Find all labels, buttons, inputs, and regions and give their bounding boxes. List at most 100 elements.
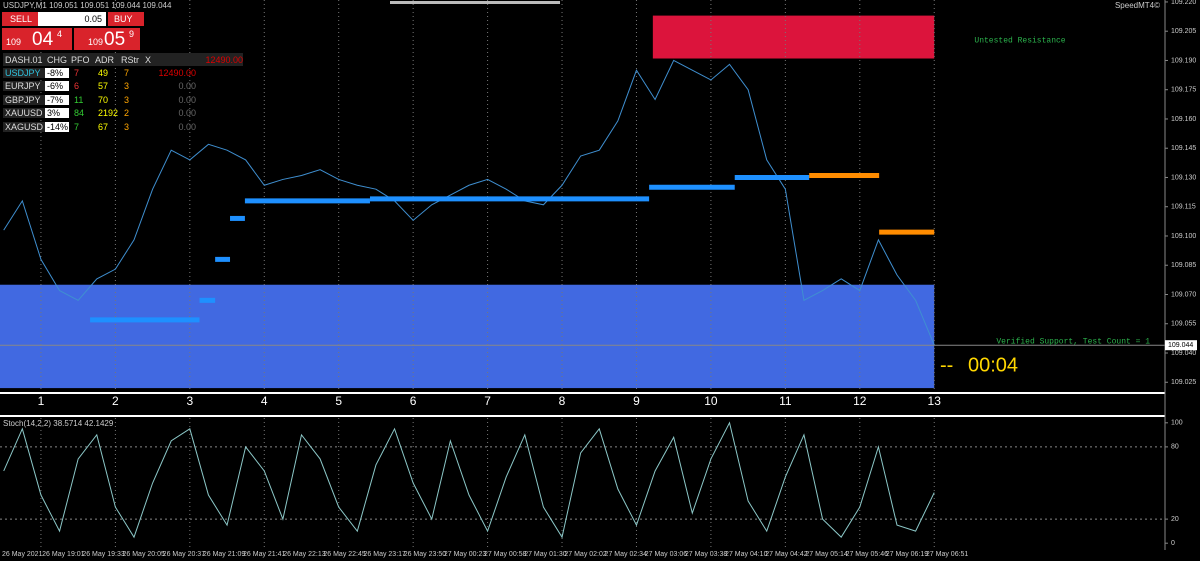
sell-button[interactable]: SELL <box>2 12 43 26</box>
dashboard-row: XAGUSD -14% 7 67 3 0.00 <box>3 120 243 134</box>
x-tick-label: 3 <box>186 394 193 408</box>
x-tick-label: 6 <box>410 394 417 408</box>
change: -8% <box>45 67 69 78</box>
stoch-line <box>3 421 935 539</box>
adr: 57 <box>98 81 109 92</box>
time-label: 27 May 03:38 <box>685 551 728 558</box>
zone <box>0 284 935 389</box>
adr: 67 <box>98 121 109 132</box>
y-tick-label: 109.100 <box>1171 233 1196 240</box>
column-header: X <box>145 54 152 65</box>
rstr: 3 <box>124 121 130 132</box>
time-label: 27 May 06:19 <box>886 551 929 558</box>
y-tick-label: 109.205 <box>1171 28 1196 35</box>
stoch-title: Stoch(14,2,2) 38.5714 42.1429 <box>3 419 114 428</box>
change: 3% <box>45 108 69 119</box>
current-price-label: 109.044 <box>1168 342 1193 349</box>
price-main: 04 <box>32 29 54 50</box>
x-tick-label: 4 <box>261 394 268 408</box>
x-tick-label: 11 <box>779 394 792 408</box>
y-tick-label: 100 <box>1171 420 1183 427</box>
y-tick-label: 109.070 <box>1171 291 1196 298</box>
rstr: 3 <box>124 94 130 105</box>
adr: 49 <box>98 67 109 78</box>
sell-price[interactable]: 109 04 4 <box>2 28 72 50</box>
symbol: XAUUSD <box>3 108 45 119</box>
time-label: 27 May 00:58 <box>484 551 527 558</box>
pfo: 7 <box>74 67 80 78</box>
buy-price[interactable]: 109 05 9 <box>74 28 140 50</box>
x-tick-label: 12 <box>853 394 867 408</box>
price-big: 109 <box>88 37 104 47</box>
y-tick-label: 109.220 <box>1171 0 1196 6</box>
dashboard: DASH.01 CHG PFO ADR RStr X 12490.00 USDJPY -8% 7 4… <box>3 53 243 134</box>
time-label: 27 May 02:34 <box>605 551 648 558</box>
zone-label: Untested Resistance <box>974 37 1065 46</box>
x-tick-label: 5 <box>335 394 342 408</box>
zone <box>652 15 935 59</box>
rstr: 2 <box>124 108 130 119</box>
price-big: 109 <box>6 37 22 47</box>
brand: SpeedMT4© <box>1115 1 1160 10</box>
profit: 0.00 <box>178 121 196 132</box>
current-price-box <box>1165 340 1197 351</box>
dashboard-row: EURJPY -6% 6 57 3 0.00 <box>3 80 243 94</box>
pfo: 11 <box>74 94 84 105</box>
y-tick-label: 109.190 <box>1171 57 1196 64</box>
time-label: 27 May 00:23 <box>444 551 487 558</box>
change: -14% <box>45 121 69 132</box>
total: 12490.00 <box>205 54 243 65</box>
timer-dash: -- <box>940 354 953 376</box>
time-label: 26 May 19:33 <box>82 551 125 558</box>
y-tick-label: 0 <box>1171 540 1175 547</box>
time-label: 26 May 20:37 <box>163 551 206 558</box>
time-label: 26 May 22:13 <box>283 551 326 558</box>
x-tick-label: 2 <box>112 394 119 408</box>
time-label: 27 May 02:02 <box>564 551 607 558</box>
rstr: 7 <box>124 67 130 78</box>
scrollbar[interactable] <box>390 1 560 4</box>
x-tick-label: 8 <box>559 394 566 408</box>
y-tick-label: 109.055 <box>1171 321 1196 328</box>
change: -6% <box>45 81 69 92</box>
column-header: CHG <box>47 54 67 65</box>
time-label: 27 May 04:10 <box>725 551 768 558</box>
y-tick-label: 109.025 <box>1171 379 1196 386</box>
time-label: 26 May 23:17 <box>364 551 407 558</box>
symbol: USDJPY <box>3 67 45 78</box>
dashboard-row: GBPJPY -7% 11 70 3 0.00 <box>3 93 243 107</box>
time-label: 27 May 05:46 <box>846 551 889 558</box>
column-header: DASH.01 <box>5 54 43 65</box>
price-frac: 9 <box>129 29 135 39</box>
column-header: RStr <box>121 54 139 65</box>
y-tick-label: 109.040 <box>1171 350 1196 357</box>
x-tick-label: 9 <box>633 394 640 408</box>
lot-input[interactable]: 0.05 <box>38 12 106 26</box>
dashboard-row: XAUUSD 3% 84 2192 2 0.00 <box>3 107 243 121</box>
symbol: XAGUSD <box>3 121 45 132</box>
time-label: 27 May 05:14 <box>805 551 848 558</box>
profit: 0.00 <box>178 94 196 105</box>
y-tick-label: 109.160 <box>1171 116 1196 123</box>
profit: 0.00 <box>178 81 196 92</box>
pfo: 84 <box>74 108 85 119</box>
x-tick-label: 1 <box>38 394 45 408</box>
time-label: 26 May 21:09 <box>203 551 246 558</box>
change: -7% <box>45 94 69 105</box>
time-label: 26 May 22:45 <box>323 551 366 558</box>
timer: 00:04 <box>968 354 1018 376</box>
time-label: 27 May 04:42 <box>765 551 808 558</box>
column-header: PFO <box>71 54 90 65</box>
y-tick-label: 20 <box>1171 516 1179 523</box>
time-label: 26 May 23:50 <box>404 551 447 558</box>
time-label: 27 May 01:30 <box>524 551 567 558</box>
y-tick-label: 109.175 <box>1171 87 1196 94</box>
column-header: ADR <box>95 54 115 65</box>
rstr: 3 <box>124 81 130 92</box>
time-label: 27 May 03:06 <box>645 551 688 558</box>
profit: 0.00 <box>178 108 196 119</box>
time-label: 27 May 06:51 <box>926 551 969 558</box>
buy-button[interactable]: BUY <box>108 12 144 26</box>
